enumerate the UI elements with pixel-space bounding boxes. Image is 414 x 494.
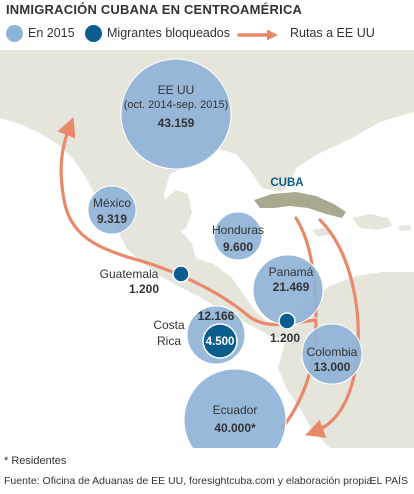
label-ecuador-value: 40.000* <box>214 421 256 435</box>
puerto-rico-island <box>398 225 412 231</box>
label-panama-blocked-value: 1.200 <box>270 331 300 345</box>
legend-blocked-icon <box>85 25 102 42</box>
blocked-migrants <box>172 265 296 359</box>
label-cuba: CUBA <box>270 177 303 189</box>
legend-arrow-icon <box>237 29 278 41</box>
legend: En 2015 Migrantes bloqueados Rutas a EE … <box>0 24 414 46</box>
caribbean-islands <box>254 192 412 237</box>
label-mexico-value: 9.319 <box>97 212 127 226</box>
jamaica-island <box>312 228 330 237</box>
legend-label-routes: Rutas a EE UU <box>290 26 375 40</box>
page-title: INMIGRACIÓN CUBANA EN CENTROAMÉRICA <box>6 2 303 17</box>
label-colombia-value: 13.000 <box>314 360 351 374</box>
label-usa-name: EE UU <box>158 83 195 97</box>
circle-ecuador[interactable] <box>183 368 287 448</box>
legend-label-blocked: Migrantes bloqueados <box>107 26 230 40</box>
blocked-costa-rica[interactable] <box>202 323 238 359</box>
legend-label-2015: En 2015 <box>28 26 75 40</box>
label-costa-rica-value: 12.166 <box>198 309 235 323</box>
legend-circle-icon <box>6 25 23 42</box>
label-costa-rica-name-2: Rica <box>157 334 181 348</box>
circle-colombia[interactable] <box>301 323 363 385</box>
hispaniola-island <box>352 214 392 230</box>
footnote: * Residentes <box>4 455 67 467</box>
source-text: Fuente: Oficina de Aduanas de EE UU, for… <box>4 475 376 487</box>
label-colombia-name: Colombia <box>307 345 358 359</box>
yucatan-land <box>150 190 192 234</box>
label-costa-rica-blocked-value: 4.500 <box>206 336 235 348</box>
label-ecuador-name: Ecuador <box>213 403 258 417</box>
label-costa-rica-name-1: Costa <box>153 318 185 332</box>
label-honduras-name: Honduras <box>212 223 264 237</box>
label-honduras-value: 9.600 <box>223 240 253 254</box>
cuba-island <box>254 192 346 218</box>
label-guatemala-value: 1.200 <box>129 282 159 296</box>
north-america-land <box>0 50 414 262</box>
route-main <box>57 117 318 327</box>
circle-honduras[interactable] <box>213 211 263 261</box>
map-labels: EE UU (oct. 2014-sep. 2015) 43.159 Méxic… <box>93 83 358 435</box>
brand-label: EL PAÍS <box>369 475 408 487</box>
florida-land <box>232 98 280 158</box>
label-usa-value: 43.159 <box>158 116 195 130</box>
map: EE UU (oct. 2014-sep. 2015) 43.159 Méxic… <box>0 50 414 448</box>
label-panama-value: 21.469 <box>273 280 310 294</box>
label-mexico-name: México <box>93 196 131 210</box>
label-panama-name: Panamá <box>269 265 314 279</box>
label-usa-period: (oct. 2014-sep. 2015) <box>124 99 229 111</box>
blocked-panama[interactable] <box>278 312 296 330</box>
proportional-circles <box>87 58 363 448</box>
label-guatemala-name: Guatemala <box>100 267 159 281</box>
central-america-land <box>112 222 304 340</box>
circle-mexico[interactable] <box>87 185 137 235</box>
blocked-guatemala[interactable] <box>172 265 190 283</box>
circle-usa[interactable] <box>120 58 232 170</box>
